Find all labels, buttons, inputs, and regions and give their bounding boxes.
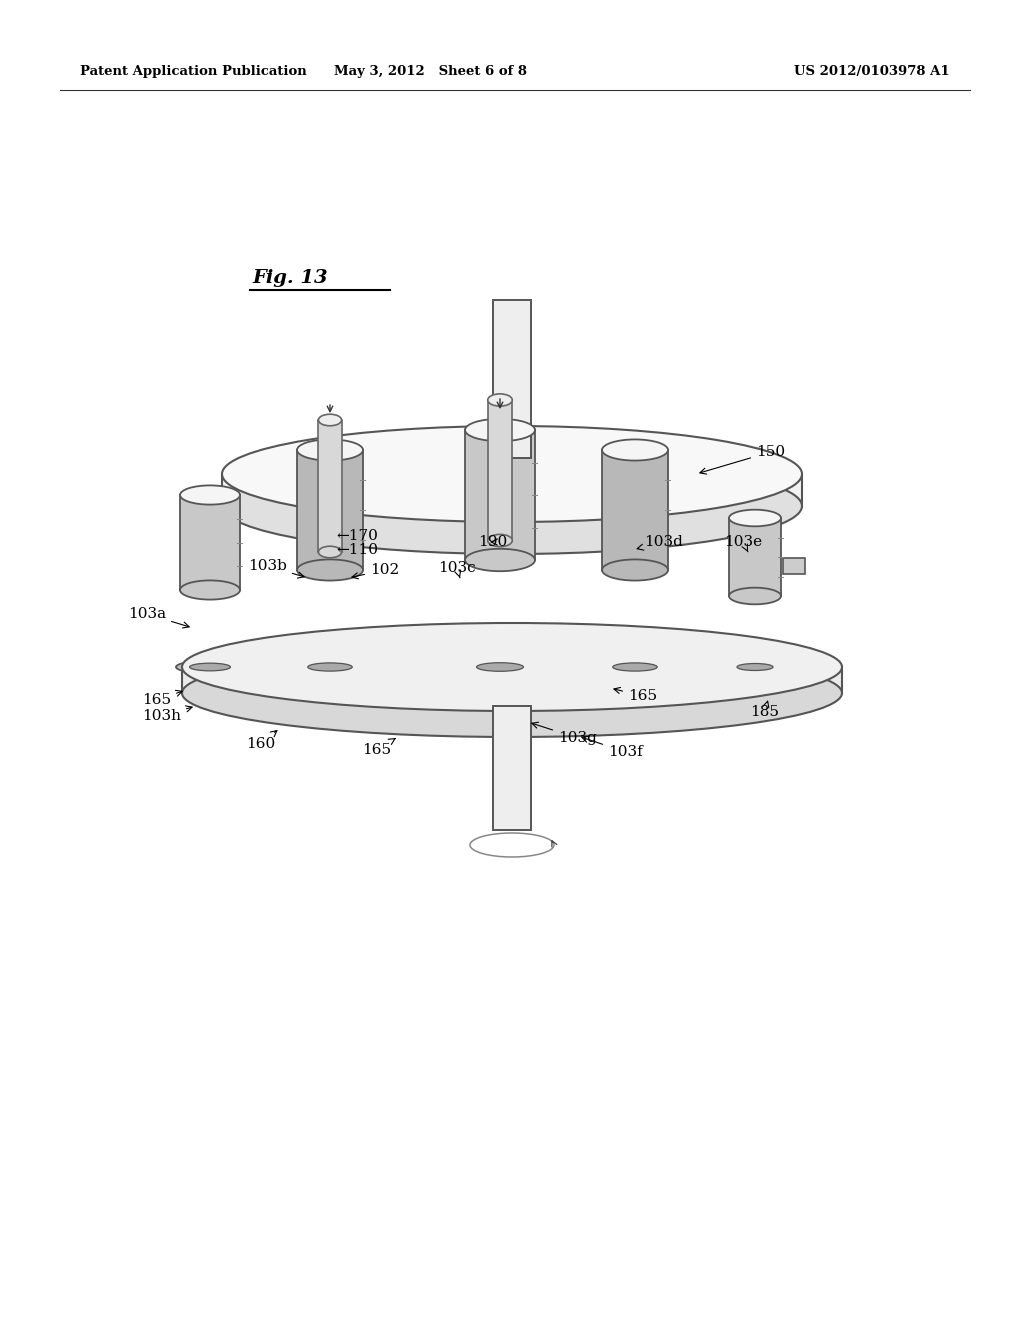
Text: 103d: 103d <box>637 535 683 550</box>
Ellipse shape <box>487 535 512 546</box>
Text: 185: 185 <box>750 701 779 719</box>
Text: 103f: 103f <box>582 737 643 759</box>
Ellipse shape <box>737 664 773 671</box>
Ellipse shape <box>176 660 244 673</box>
Ellipse shape <box>297 560 362 581</box>
Ellipse shape <box>308 663 352 671</box>
Text: 103b: 103b <box>248 558 304 578</box>
Bar <box>493 300 531 458</box>
Ellipse shape <box>476 663 523 672</box>
Text: Fig. 13: Fig. 13 <box>252 269 328 286</box>
Bar <box>297 450 362 570</box>
Text: 103c: 103c <box>438 561 475 578</box>
Ellipse shape <box>487 393 512 407</box>
Ellipse shape <box>182 623 842 711</box>
Bar <box>487 400 512 540</box>
Bar <box>493 706 531 830</box>
Bar <box>182 667 842 693</box>
Ellipse shape <box>318 546 342 558</box>
Ellipse shape <box>318 414 342 426</box>
Text: 103a: 103a <box>128 607 189 628</box>
Ellipse shape <box>602 560 668 581</box>
Ellipse shape <box>465 549 535 572</box>
Ellipse shape <box>180 581 240 599</box>
Text: 103e: 103e <box>724 535 762 552</box>
Ellipse shape <box>182 649 842 737</box>
Ellipse shape <box>612 663 657 671</box>
Ellipse shape <box>293 660 367 673</box>
Bar <box>602 450 668 570</box>
Ellipse shape <box>222 426 802 521</box>
Ellipse shape <box>729 587 781 605</box>
Ellipse shape <box>297 440 362 461</box>
Bar <box>729 517 781 597</box>
Ellipse shape <box>598 660 672 673</box>
Text: 103h: 103h <box>142 706 193 723</box>
Ellipse shape <box>465 418 535 441</box>
Bar <box>180 495 240 590</box>
Ellipse shape <box>222 458 802 554</box>
Ellipse shape <box>725 661 785 673</box>
Text: ←110: ←110 <box>336 543 378 557</box>
Text: 165: 165 <box>142 690 182 708</box>
Text: May 3, 2012   Sheet 6 of 8: May 3, 2012 Sheet 6 of 8 <box>334 66 526 78</box>
Bar <box>465 430 535 560</box>
Text: 190: 190 <box>478 535 507 549</box>
Text: Patent Application Publication: Patent Application Publication <box>80 66 307 78</box>
Text: ←170: ←170 <box>336 529 378 543</box>
Ellipse shape <box>189 663 230 671</box>
Ellipse shape <box>180 486 240 504</box>
Text: US 2012/0103978 A1: US 2012/0103978 A1 <box>795 66 950 78</box>
Ellipse shape <box>729 510 781 527</box>
Bar <box>222 474 802 506</box>
Text: 165: 165 <box>614 688 657 704</box>
Ellipse shape <box>461 660 539 675</box>
Text: 102: 102 <box>352 564 399 579</box>
Text: 160: 160 <box>246 730 276 751</box>
Text: 150: 150 <box>699 445 785 474</box>
Bar <box>783 558 805 574</box>
Text: 165: 165 <box>362 738 395 756</box>
Text: 103g: 103g <box>531 722 597 744</box>
Bar <box>318 420 342 552</box>
Ellipse shape <box>602 440 668 461</box>
